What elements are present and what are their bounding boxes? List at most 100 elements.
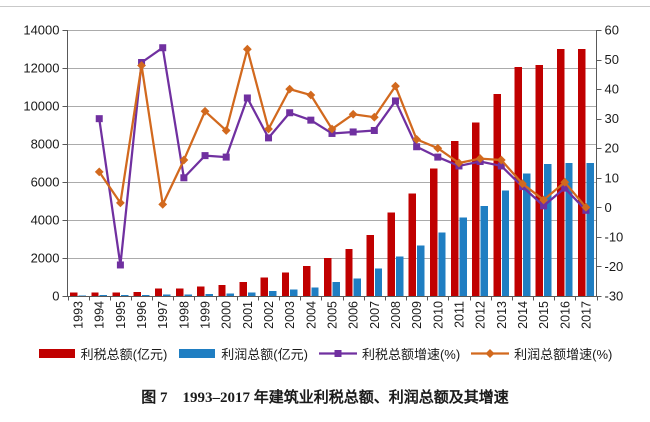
bar <box>247 292 256 296</box>
bar <box>112 292 120 296</box>
legend-bar-swatch <box>179 349 216 358</box>
bar <box>353 278 362 296</box>
bar <box>78 295 86 296</box>
diamond-marker <box>454 158 464 168</box>
year-label: 2012 <box>474 301 488 329</box>
year-label: 1993 <box>72 301 86 329</box>
year-label: 2007 <box>368 301 382 329</box>
bar <box>91 292 99 296</box>
left-tick-label: 0 <box>52 289 59 304</box>
year-label: 2011 <box>452 301 466 328</box>
bar <box>544 163 552 296</box>
year-label: 2014 <box>516 301 530 329</box>
square-marker <box>561 184 569 192</box>
diamond-marker <box>327 124 337 134</box>
bar <box>408 193 417 296</box>
bar <box>535 64 544 297</box>
square-marker <box>159 44 167 52</box>
diamond-marker <box>539 195 548 205</box>
year-label: 1997 <box>156 301 170 329</box>
chart-canvas: 0 2000 4000 6000 8000 10000 12000 14000 -30 -20 -1… <box>23 23 624 329</box>
diamond-marker <box>285 84 295 94</box>
legend-line-swatch <box>471 349 510 358</box>
year-label: 2004 <box>304 301 318 329</box>
bar <box>70 292 78 296</box>
square-marker <box>116 261 124 269</box>
x-axis-labels: 1993 1994 1995 1996 1997 1998 1999 2000 2001 2002… <box>72 301 594 329</box>
bar <box>205 294 213 296</box>
left-tick-label: 12000 <box>23 61 59 76</box>
bar <box>281 272 290 296</box>
page-top-divider <box>0 6 650 7</box>
bar <box>332 281 340 296</box>
bar <box>311 287 319 296</box>
year-label: 2010 <box>431 301 445 329</box>
square-marker <box>265 134 273 142</box>
bar <box>142 294 150 296</box>
diamond-marker <box>200 106 210 116</box>
bar <box>175 288 184 296</box>
legend-item-2: 利润总额(亿元) <box>178 344 308 363</box>
square-marker <box>370 126 378 134</box>
square-marker <box>201 152 209 160</box>
legend-line-swatch <box>318 350 357 357</box>
left-tick-label: 14000 <box>23 23 59 38</box>
legend-label: 利税总额(亿元) <box>80 347 168 362</box>
diamond-marker <box>348 109 358 119</box>
bar <box>269 290 277 296</box>
left-tick-label: 2000 <box>31 251 60 266</box>
bar <box>290 289 298 296</box>
year-label: 2005 <box>326 301 340 329</box>
year-label: 2013 <box>495 301 509 329</box>
diamond-marker <box>433 143 443 153</box>
year-label: 2002 <box>262 301 276 329</box>
year-label: 1998 <box>177 301 191 329</box>
year-label: 1994 <box>93 301 107 329</box>
right-tick-label: 50 <box>605 52 619 67</box>
year-label: 1999 <box>199 301 213 329</box>
bar <box>239 281 247 296</box>
right-tick-label: 60 <box>605 23 619 38</box>
square-marker <box>307 116 315 124</box>
bar <box>565 163 573 296</box>
left-axis-labels: 0 2000 4000 6000 8000 10000 12000 14000 <box>23 23 59 304</box>
diamond-marker <box>369 112 379 122</box>
bar <box>133 291 142 296</box>
diamond-marker <box>179 155 189 165</box>
right-tick-label: 20 <box>605 141 619 156</box>
right-tick-label: 10 <box>605 170 619 185</box>
bar <box>556 49 565 296</box>
diamond-marker <box>391 81 400 91</box>
bar <box>154 288 163 296</box>
bar <box>493 94 501 296</box>
bar <box>438 232 446 296</box>
bar <box>374 268 383 296</box>
square-marker <box>222 153 230 161</box>
bar <box>163 294 171 296</box>
year-label: 2008 <box>389 301 403 329</box>
diamond-marker <box>158 199 168 209</box>
bar <box>302 265 311 296</box>
right-tick-label: 0 <box>605 200 612 215</box>
diamond-marker <box>581 202 591 212</box>
legend-bar-swatch <box>38 349 75 358</box>
bar <box>417 245 425 296</box>
year-label: 2017 <box>579 301 593 329</box>
diamond-marker <box>496 155 506 165</box>
bar <box>120 295 129 296</box>
bar <box>226 293 235 296</box>
bar <box>395 256 404 296</box>
diamond-marker <box>475 154 485 163</box>
bar <box>197 286 205 296</box>
square-marker <box>95 115 103 123</box>
right-axis-labels: -30 -20 -10 0 10 20 30 40 50 60 <box>605 23 624 304</box>
year-label: 2001 <box>241 301 255 329</box>
bar <box>260 277 269 296</box>
diamond-marker <box>137 61 146 70</box>
bar <box>99 295 108 296</box>
legend-item-1: 利税总额(亿元) <box>38 344 168 363</box>
bar <box>366 234 374 296</box>
legend-label: 利润总额(亿元) <box>221 347 308 362</box>
year-label: 2000 <box>220 301 234 329</box>
